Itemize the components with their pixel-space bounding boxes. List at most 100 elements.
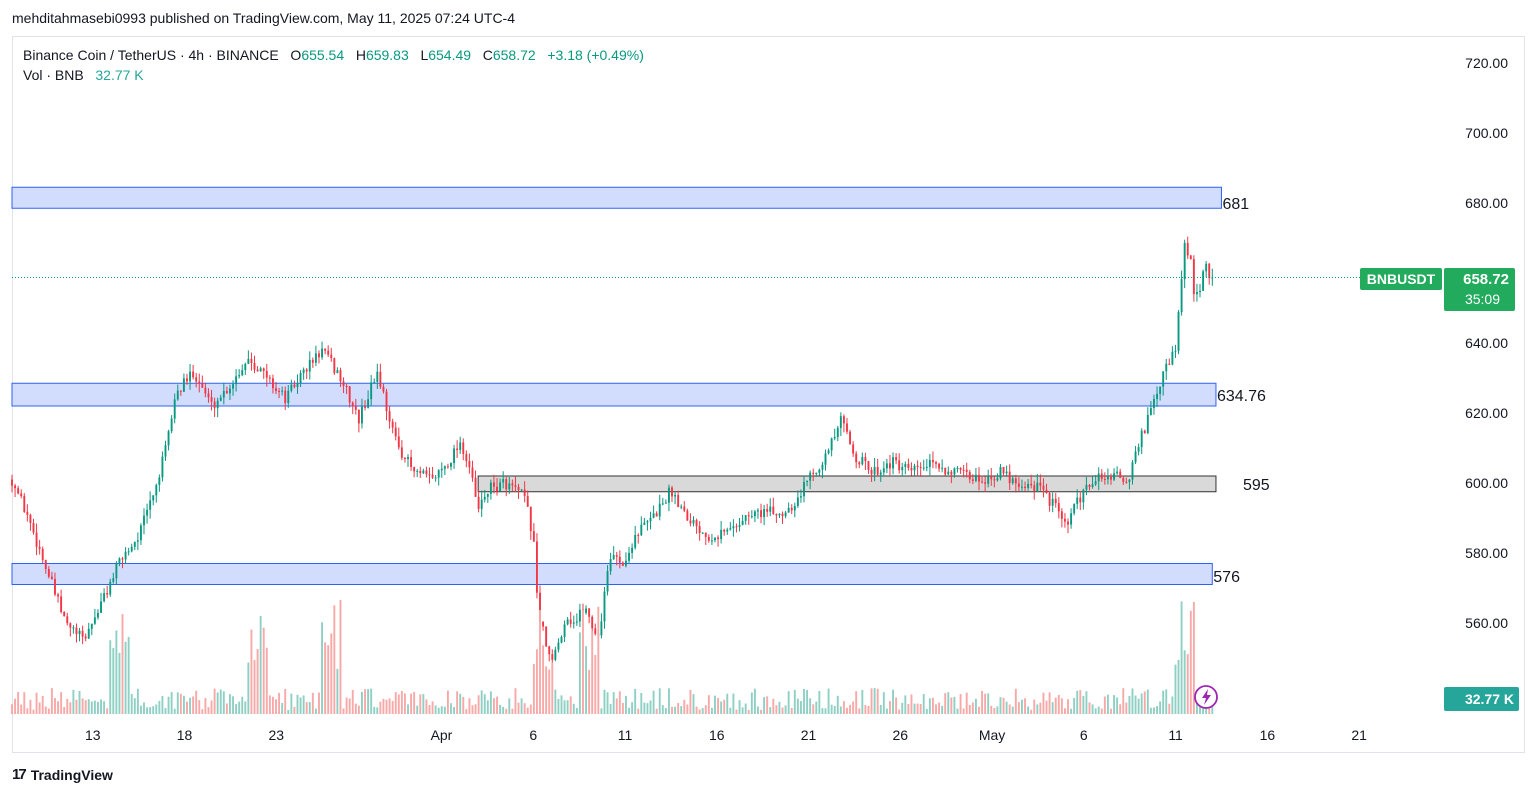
candle (152, 495, 155, 506)
volume-bar (683, 699, 686, 714)
volume-bar (1073, 697, 1076, 714)
volume-bar (63, 707, 66, 714)
volume-bar (882, 692, 885, 714)
legend-symbol: Binance Coin / TetherUS · 4h · BINANCE (23, 47, 279, 63)
candle (879, 469, 882, 482)
candle (1113, 468, 1116, 482)
candle (314, 345, 317, 367)
candle (302, 367, 305, 380)
candle (978, 467, 980, 491)
volume-bar (256, 649, 259, 714)
volume-bar (1171, 696, 1174, 714)
candle (296, 374, 299, 394)
candle (1042, 478, 1045, 498)
volume-bar (1060, 698, 1063, 714)
candle (729, 522, 732, 531)
candle (1134, 445, 1137, 465)
volume-bar (1119, 704, 1122, 714)
volume-bar (164, 708, 167, 714)
candle (591, 615, 594, 633)
candle (671, 485, 673, 502)
candle (821, 461, 824, 479)
volume-bar (302, 695, 305, 714)
volume-bar (1177, 659, 1180, 714)
volume-bar (726, 693, 729, 714)
tradingview-logo[interactable]: 17 TradingView (12, 766, 113, 783)
volume-bar (864, 705, 867, 714)
candle (318, 350, 320, 364)
volume-bar (446, 690, 449, 714)
candle (609, 552, 612, 575)
candle (410, 449, 413, 471)
y-tick-label: 720.00 (1465, 55, 1508, 71)
candle (477, 490, 480, 513)
volume-bar (152, 706, 155, 714)
volume-bar (677, 702, 680, 714)
candle (103, 588, 106, 603)
volume-bar (971, 702, 974, 714)
volume-bar (192, 696, 195, 714)
candle (268, 374, 271, 384)
volume-bar (189, 697, 192, 714)
volume-bar (784, 705, 787, 714)
volume-bar (674, 706, 677, 714)
candle (649, 511, 652, 530)
candle (707, 534, 710, 543)
volume-bar (916, 703, 919, 714)
candle (238, 369, 241, 379)
volume-bar (1079, 690, 1082, 714)
symbol-tag-text: BNBUSDT (1367, 271, 1436, 287)
candle (170, 415, 173, 434)
volume-bar (950, 697, 953, 714)
volume-bar (953, 696, 956, 714)
candle (244, 362, 247, 375)
candle (139, 523, 142, 545)
volume-bar (557, 698, 560, 714)
volume-bar (965, 692, 968, 714)
candle (732, 519, 735, 537)
legend-change: +3.18 (+0.49%) (547, 47, 644, 63)
candle (523, 481, 526, 503)
candle (1079, 491, 1082, 511)
candle (370, 375, 373, 407)
price-chart[interactable]: 681634.76595576720.00700.00680.00660.006… (0, 0, 1538, 760)
candle (26, 504, 29, 522)
volume-bar (118, 652, 121, 714)
volume-bar (652, 690, 655, 714)
candle (379, 363, 382, 390)
candle (1063, 513, 1066, 528)
volume-bar (720, 701, 723, 714)
volume-bar (876, 688, 879, 714)
volume-bar (41, 695, 44, 714)
volume-bar (262, 627, 265, 714)
volume-bar (136, 688, 139, 714)
volume-bar (634, 688, 637, 714)
volume-bar (566, 700, 569, 714)
volume-bar (456, 691, 459, 714)
volume-bar (984, 693, 987, 714)
candle (938, 462, 941, 472)
candle (895, 453, 898, 465)
candle (11, 474, 13, 493)
volume-bar (216, 692, 219, 714)
candle (1177, 309, 1180, 355)
candle (35, 523, 38, 556)
volume-bar (849, 704, 852, 714)
candle (532, 523, 535, 542)
candle (646, 519, 649, 531)
candle (93, 608, 96, 625)
candle (305, 367, 308, 379)
volume-bar (938, 702, 941, 714)
volume-bar (440, 706, 443, 714)
volume-bar (29, 699, 32, 714)
candle (714, 537, 716, 543)
candle (1153, 394, 1155, 415)
candle (146, 503, 149, 524)
volume-bar (486, 700, 489, 714)
candle (81, 625, 84, 645)
volume-bar (1134, 695, 1137, 714)
candle (321, 341, 324, 360)
volume-bar (799, 700, 802, 714)
volume-bar (97, 701, 99, 714)
candle (1091, 476, 1094, 489)
